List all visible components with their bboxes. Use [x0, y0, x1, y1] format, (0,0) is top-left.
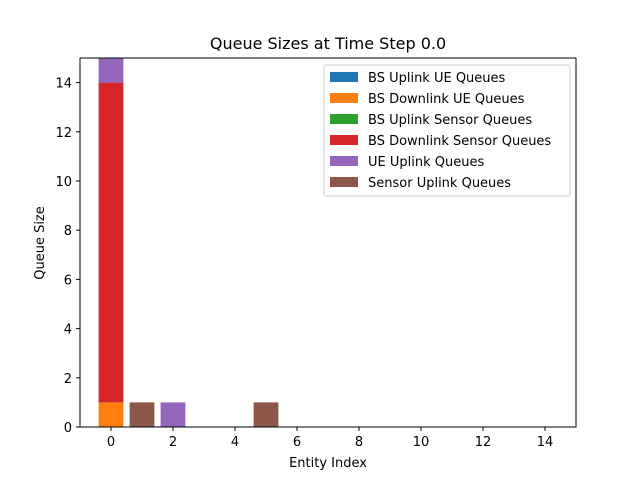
y-tick-label: 2: [64, 372, 72, 387]
legend-swatch: [330, 114, 358, 124]
y-tick-label: 6: [64, 273, 72, 288]
x-tick-label: 2: [169, 435, 177, 450]
legend-label: Sensor Uplink Queues: [368, 176, 511, 191]
legend-swatch: [330, 156, 358, 166]
legend: BS Uplink UE Queues BS Downlink UE Queues…: [323, 64, 571, 197]
x-axis-ticks: 0 2 4 6 8 10 12 14: [107, 427, 553, 450]
legend-swatch: [330, 72, 358, 82]
legend-swatch: [330, 135, 358, 145]
bar-series-3-0: [98, 82, 124, 403]
legend-swatch: [330, 93, 358, 103]
x-axis-label: Entity Index: [289, 456, 367, 471]
x-tick-label: 4: [231, 435, 239, 450]
legend-label: UE Uplink Queues: [368, 155, 484, 170]
y-axis-label: Queue Size: [33, 206, 48, 280]
x-tick-label: 0: [107, 435, 115, 450]
legend-label: BS Downlink Sensor Queues: [368, 134, 551, 149]
x-tick-label: 14: [537, 435, 554, 450]
bars-layer: [98, 58, 279, 427]
x-tick-label: 8: [355, 435, 363, 450]
legend-label: BS Uplink UE Queues: [368, 71, 506, 86]
bar-series-4-0: [98, 58, 124, 83]
legend-box: [323, 64, 571, 197]
legend-swatch: [330, 177, 358, 187]
y-tick-label: 14: [55, 77, 72, 92]
bar-series-5-0: [129, 402, 155, 427]
x-tick-label: 6: [293, 435, 301, 450]
legend-label: BS Downlink UE Queues: [368, 92, 525, 107]
y-tick-label: 4: [64, 323, 72, 338]
bar-series-1-0: [98, 402, 124, 427]
y-tick-label: 8: [64, 224, 72, 239]
x-tick-label: 12: [475, 435, 492, 450]
y-tick-label: 12: [55, 126, 72, 141]
y-axis-ticks: 0 2 4 6 8 10 12 14: [55, 77, 80, 436]
bar-series-4-1: [160, 402, 186, 427]
x-tick-label: 10: [413, 435, 430, 450]
plot-frame: [79, 57, 577, 428]
chart-title: Queue Sizes at Time Step 0.0: [210, 34, 446, 53]
y-tick-label: 10: [55, 175, 72, 190]
legend-label: BS Uplink Sensor Queues: [368, 113, 532, 128]
bar-series-5-1: [253, 402, 279, 427]
y-tick-label: 0: [64, 421, 72, 436]
